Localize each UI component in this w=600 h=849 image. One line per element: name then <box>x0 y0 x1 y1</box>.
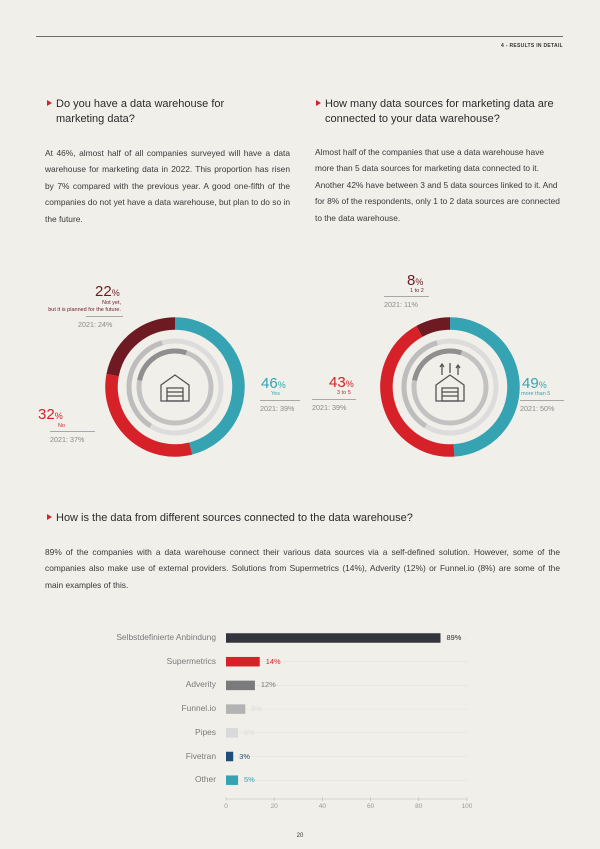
more5-label: more than 5 <box>521 391 551 397</box>
bar-value-label: 3% <box>239 751 250 761</box>
one2-label: 1 to 2 <box>410 288 424 294</box>
more5-previous: 2021: 50% <box>520 404 555 413</box>
yes-label: Yes <box>271 391 280 397</box>
bar-value-label: 89% <box>446 633 462 642</box>
inner-ring-arc <box>412 348 462 381</box>
x-tick-label: 80 <box>415 803 423 810</box>
notyet-percent: 22% <box>95 283 120 300</box>
bar-value-label: 5% <box>244 775 255 785</box>
paragraph-data-warehouse: At 46%, almost half of all companies sur… <box>45 148 290 224</box>
paragraph-data-sources: Almost half of the companies that use a … <box>315 147 560 223</box>
paragraph-connection: 89% of the companies with a data warehou… <box>45 547 560 590</box>
no-percent: 32% <box>38 406 63 423</box>
donut2-slice-2 <box>416 317 451 337</box>
one2-percent: 8% <box>407 272 424 289</box>
one2-previous: 2021: 11% <box>384 300 418 309</box>
x-tick-label: 60 <box>366 803 375 810</box>
x-tick-label: 20 <box>270 803 278 810</box>
x-tick-label: 0 <box>224 803 228 810</box>
notyet-label: Not yet, but it is planned for the future… <box>48 300 121 313</box>
inner-ring-arc <box>137 348 187 381</box>
header-rule <box>36 36 563 37</box>
bar-category-label: Funnel.io <box>181 703 216 714</box>
bar-category-label: Fivetran <box>185 750 216 761</box>
bullet-triangle-icon <box>316 100 321 106</box>
inner-ring-arc <box>126 340 163 429</box>
three5-label: 3 to 5 <box>337 390 351 396</box>
yes-percent: 46% <box>261 375 286 392</box>
bar-category-label: Adverity <box>185 679 216 690</box>
divider <box>260 400 300 401</box>
notyet-previous: 2021: 24% <box>78 320 113 329</box>
question-data-warehouse: Do you have a data warehouse for marketi… <box>47 97 271 126</box>
bar <box>226 751 234 762</box>
inner-ring-arc <box>401 340 438 429</box>
bar-value-label: 5% <box>244 727 255 737</box>
bar-category-label: Supermetrics <box>166 655 216 666</box>
three5-percent: 43% <box>329 374 354 391</box>
donut1-slice-2 <box>106 317 176 377</box>
bar <box>226 656 260 667</box>
divider <box>312 399 356 400</box>
divider <box>86 316 123 317</box>
donut2-slice-0 <box>449 317 520 457</box>
question-text: How many data sources for marketing data… <box>325 98 554 125</box>
bar-value-label: 14% <box>265 656 281 666</box>
bullet-triangle-icon <box>47 100 52 106</box>
section-label: 4 - RESULTS IN DETAIL <box>501 43 563 49</box>
bar-value-label: 8% <box>251 704 262 714</box>
question-data-sources: How many data sources for marketing data… <box>316 97 560 126</box>
donut1-slice-0 <box>174 317 245 455</box>
yes-previous: 2021: 39% <box>260 404 295 413</box>
bar-category-label: Selbstdefinierte Anbindung <box>116 632 216 642</box>
question-text: How is the data from different sources c… <box>56 512 413 524</box>
more5-percent: 49% <box>522 375 547 392</box>
x-tick-label: 100 <box>461 803 473 810</box>
divider <box>520 400 564 401</box>
question-connection: How is the data from different sources c… <box>47 511 556 526</box>
bar-category-label: Other <box>195 774 216 785</box>
no-previous: 2021: 37% <box>50 435 85 444</box>
page-number: 20 <box>296 833 304 839</box>
x-tick-label: 40 <box>318 803 326 810</box>
bar <box>226 704 246 714</box>
bar <box>226 680 255 691</box>
bar-value-label: 12% <box>260 680 276 690</box>
donut2-slice-1 <box>380 325 455 457</box>
divider <box>50 431 95 432</box>
bar <box>226 728 239 738</box>
warehouse-icon <box>160 374 190 402</box>
donut-chart-data-warehouse <box>105 317 245 457</box>
data-warehouse-icon <box>435 362 465 402</box>
no-label: No <box>58 423 66 429</box>
bar-category-label: Pipes <box>195 726 216 737</box>
bar <box>226 633 441 643</box>
bullet-triangle-icon <box>47 514 52 520</box>
donut1-slice-1 <box>105 373 193 457</box>
three5-previous: 2021: 39% <box>312 403 347 412</box>
question-text: Do you have a data warehouse for marketi… <box>56 98 225 125</box>
bar <box>226 775 239 785</box>
divider <box>384 296 429 297</box>
donut-chart-data-sources <box>380 317 520 457</box>
